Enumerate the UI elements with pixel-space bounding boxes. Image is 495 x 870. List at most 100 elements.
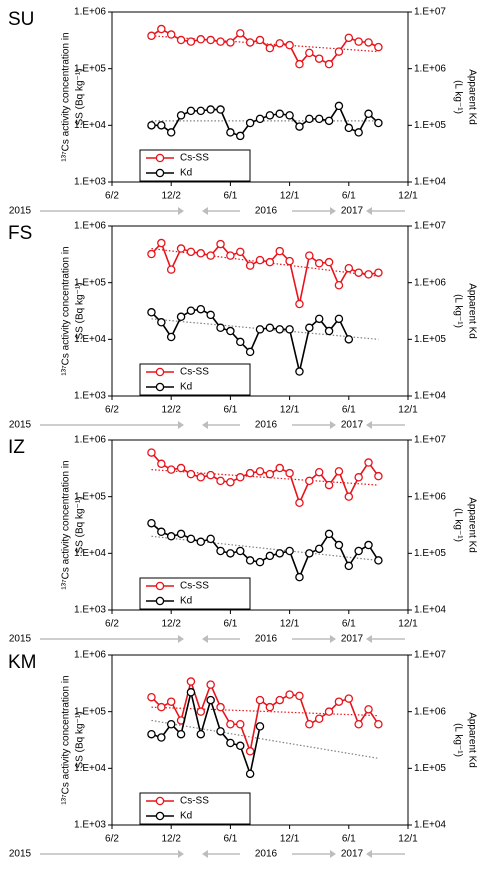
plot-frame: [111, 654, 409, 826]
data-point: [186, 469, 196, 479]
data-point: [236, 546, 245, 556]
data-point: [166, 697, 176, 706]
trend-line: [151, 318, 379, 340]
legend-marker: [155, 153, 165, 163]
data-point: [374, 268, 383, 277]
data-point: [374, 42, 383, 52]
data-point: [275, 109, 284, 119]
y2-axis-label: (L kg⁻¹): [452, 508, 463, 542]
year-arrow-head: [330, 207, 336, 215]
data-point: [147, 308, 156, 317]
series-line: [150, 452, 380, 505]
legend-label: Kd: [180, 382, 192, 393]
legend-label: Cs-SS: [180, 153, 209, 164]
trend-line: [151, 469, 379, 486]
legend-marker: [155, 382, 165, 392]
data-point: [344, 123, 354, 133]
data-point: [295, 572, 304, 582]
y-tick-label: 1.E+05: [74, 491, 106, 502]
data-point: [226, 738, 235, 748]
y2-axis-label: (L kg⁻¹): [452, 723, 463, 757]
year-label: 2016: [255, 849, 278, 860]
y-tick-label: 1.E+04: [74, 763, 106, 774]
data-point: [255, 325, 265, 334]
y-tick-label: 1.E+06: [74, 221, 106, 232]
data-point: [255, 255, 265, 265]
data-point: [334, 314, 344, 324]
y-tick-label: 1.E+03: [74, 820, 106, 831]
data-point: [206, 105, 215, 114]
y-axis-label: SS (Bq kg⁻¹): [75, 283, 86, 340]
data-point: [216, 37, 225, 46]
data-point: [295, 299, 304, 309]
data-point: [186, 247, 196, 257]
data-point: [334, 540, 344, 550]
data-point: [265, 43, 275, 53]
data-point: [275, 325, 284, 334]
data-point: [236, 337, 245, 347]
data-point: [186, 688, 196, 697]
data-point: [196, 537, 206, 547]
data-point: [334, 101, 344, 111]
year-arrow-head: [366, 635, 372, 643]
x-tick-label: 6/1: [342, 619, 356, 630]
data-point: [206, 534, 215, 544]
x-tick-label: 12/2: [161, 834, 181, 845]
year-arrow-head: [366, 421, 372, 429]
data-point: [364, 270, 373, 279]
data-point: [157, 121, 166, 130]
data-point: [285, 468, 294, 478]
data-point: [147, 729, 156, 739]
panel-title: IZ: [8, 437, 25, 458]
data-point: [166, 332, 176, 342]
data-point: [285, 111, 294, 120]
data-point: [216, 105, 225, 114]
year-label: 2017: [341, 849, 364, 860]
data-point: [147, 121, 156, 130]
y2-tick-label: 1.E+04: [414, 391, 446, 402]
data-point: [206, 695, 215, 705]
y2-tick-label: 1.E+06: [414, 491, 446, 502]
x-tick-label: 12/1: [398, 619, 418, 630]
data-point: [196, 729, 206, 739]
data-point: [216, 702, 225, 712]
data-point: [186, 37, 196, 46]
data-point: [166, 465, 176, 474]
data-point: [236, 741, 245, 751]
y2-tick-label: 1.E+06: [414, 63, 446, 74]
x-tick-label: 12/1: [398, 191, 418, 202]
trend-line: [151, 247, 379, 277]
y-tick-label: 1.E+03: [74, 177, 106, 188]
data-point: [364, 705, 373, 714]
x-tick-label: 6/1: [223, 619, 237, 630]
data-point: [147, 692, 156, 702]
data-point: [285, 40, 294, 50]
x-tick-label: 12/2: [161, 619, 181, 630]
y2-tick-label: 1.E+04: [414, 820, 446, 831]
trend-line: [151, 706, 379, 717]
data-point: [245, 556, 255, 565]
year-label: 2015: [9, 849, 32, 860]
data-point: [265, 111, 275, 120]
y2-axis-label: Apparent Kd: [466, 712, 477, 768]
panel: FS 1.E+03 1.E+04 1.E+05 1.E+06 1.E+04 1.E+05 1.…: [8, 221, 477, 431]
data-point: [344, 335, 354, 344]
data-point: [354, 128, 363, 137]
data-point: [295, 59, 304, 69]
year-arrow-head: [178, 421, 184, 429]
data-point: [275, 695, 284, 705]
data-point: [226, 549, 235, 558]
data-point: [265, 702, 275, 712]
series-line: [151, 28, 379, 66]
data-point: [364, 109, 373, 119]
y-tick-label: 1.E+05: [74, 277, 106, 288]
data-point: [344, 561, 354, 571]
data-point: [245, 769, 255, 779]
data-point: [295, 367, 304, 376]
legend-label: Cs-SS: [180, 581, 209, 592]
data-point: [324, 257, 334, 267]
panel: IZ 1.E+03 1.E+04 1.E+05 1.E+06 1.E+04 1.E+05 1.…: [8, 435, 477, 645]
trend-line: [151, 719, 379, 759]
x-tick-label: 12/1: [398, 405, 418, 416]
year-arrow-head: [202, 850, 208, 858]
